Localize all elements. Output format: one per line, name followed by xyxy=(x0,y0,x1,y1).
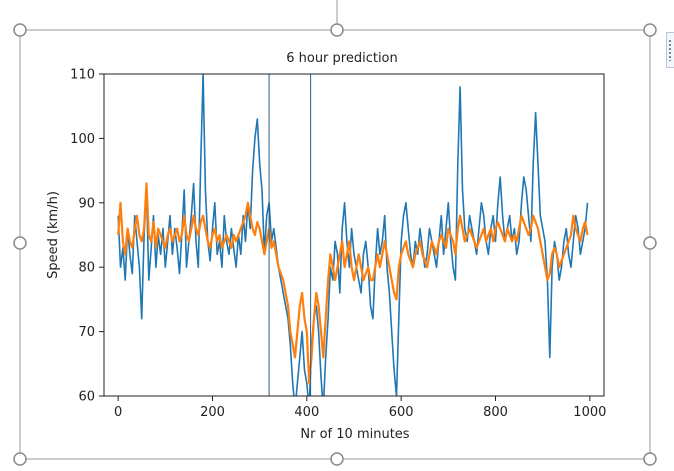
y-tick-label: 100 xyxy=(70,132,95,147)
layout-options-icon xyxy=(668,39,672,61)
selection-handles xyxy=(13,23,657,466)
resize-handle-icon[interactable] xyxy=(13,236,27,250)
chart-title: 6 hour prediction xyxy=(286,51,398,66)
x-tick-label: 0 xyxy=(114,405,122,420)
y-axis-label: Speed (km/h) xyxy=(46,191,61,279)
x-tick-label: 400 xyxy=(294,405,319,420)
x-tick-label: 1000 xyxy=(573,405,606,420)
y-tick-label: 90 xyxy=(78,196,95,211)
y-tick-label: 70 xyxy=(78,325,95,340)
x-tick-label: 600 xyxy=(389,405,414,420)
resize-handle-icon[interactable] xyxy=(643,452,657,466)
resize-handle-icon[interactable] xyxy=(330,452,344,466)
plot-series-group xyxy=(117,74,589,396)
resize-handle-icon[interactable] xyxy=(643,236,657,250)
plot-area: 6 hour prediction 60 70 80 90 100 110 0 200 400… xyxy=(46,51,606,442)
y-tick-label: 80 xyxy=(78,261,95,276)
resize-handle-icon[interactable] xyxy=(330,23,344,37)
series-line-blue xyxy=(117,74,589,396)
x-tick-label: 800 xyxy=(483,405,508,420)
resize-handle-icon[interactable] xyxy=(643,23,657,37)
y-tick-label: 60 xyxy=(78,390,95,405)
x-tick-label: 200 xyxy=(200,405,225,420)
y-tick-label: 110 xyxy=(70,68,95,83)
x-axis-label: Nr of 10 minutes xyxy=(300,427,409,442)
series-line-orange xyxy=(117,182,589,385)
y-axis-ticks: 60 70 80 90 100 110 xyxy=(70,68,104,405)
layout-options-button[interactable] xyxy=(666,32,674,68)
x-axis-ticks: 0 200 400 600 800 1000 xyxy=(114,396,606,420)
resize-handle-icon[interactable] xyxy=(13,23,27,37)
resize-handle-icon[interactable] xyxy=(13,452,27,466)
plot-frame xyxy=(103,73,605,397)
